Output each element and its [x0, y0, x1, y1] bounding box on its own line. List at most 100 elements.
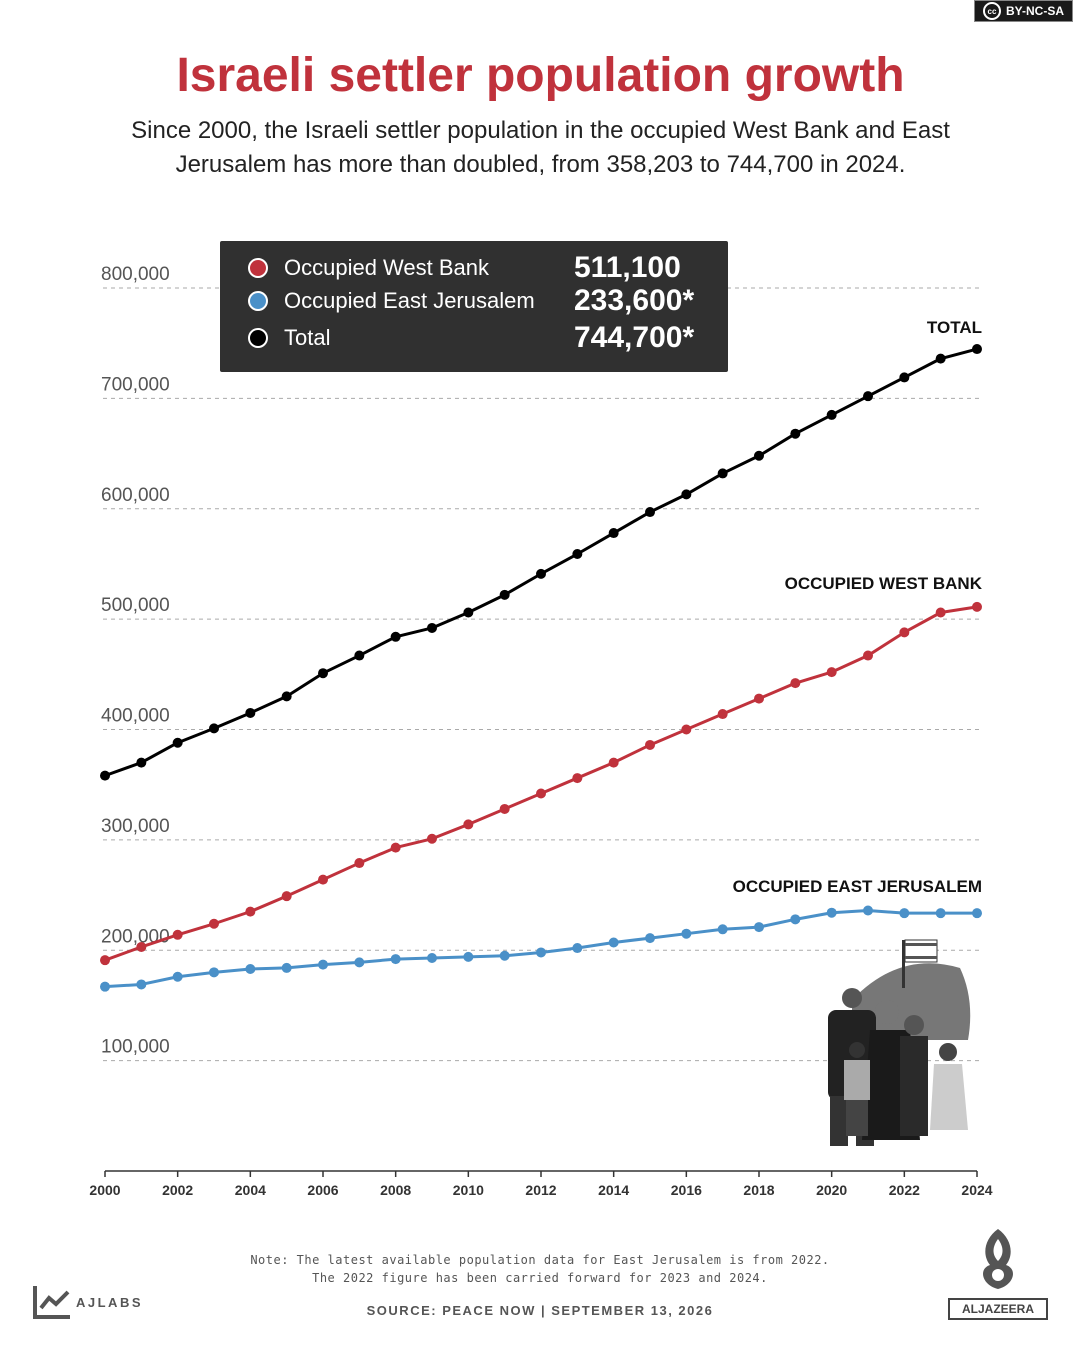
y-tick-label: 700,000	[101, 374, 170, 395]
creative-commons-icon: cc	[982, 2, 1001, 20]
legend-label-west-bank: Occupied West Bank	[284, 255, 490, 280]
data-point	[281, 891, 292, 902]
legend-item-east-jerusalem: Occupied East Jerusalem 233,600*	[248, 284, 714, 318]
data-point	[245, 707, 256, 718]
x-tick-label: 2006	[307, 1182, 338, 1198]
data-point	[681, 928, 692, 939]
x-tick-label: 2012	[525, 1182, 556, 1198]
data-point	[318, 959, 328, 970]
legend-label-east-jerusalem: Occupied East Jerusalem	[284, 288, 535, 313]
data-point	[209, 967, 219, 978]
y-tick-label: 400,000	[101, 706, 170, 727]
series-end-label: OCCUPIED EAST JERUSALEM	[733, 877, 982, 896]
data-point	[572, 943, 583, 954]
data-point	[136, 979, 147, 990]
series-end-label: TOTAL	[927, 318, 982, 337]
x-tick-label: 2024	[961, 1182, 992, 1198]
data-point	[608, 937, 619, 948]
data-point	[754, 450, 764, 461]
license-label: BY-NC-SA	[1005, 4, 1064, 18]
data-point	[318, 874, 328, 885]
data-point	[100, 981, 110, 992]
y-tick-label: 100,000	[101, 1037, 170, 1058]
footnote: Note: The latest available population da…	[180, 1251, 900, 1287]
data-point	[790, 914, 801, 925]
chart-title: Israeli settler population growth	[176, 49, 905, 102]
x-tick-label: 2018	[743, 1182, 774, 1198]
data-point	[717, 468, 728, 479]
data-point	[354, 650, 365, 661]
legend-dot-west-bank	[248, 258, 268, 278]
data-point	[136, 941, 147, 952]
data-point	[463, 951, 474, 962]
settlers-illustration	[828, 939, 971, 1146]
legend-value-total: 744,700*	[574, 321, 695, 354]
data-point	[826, 409, 837, 420]
data-point	[608, 528, 619, 539]
legend-item-west-bank: Occupied West Bank 511,100	[248, 251, 714, 285]
data-point	[281, 691, 292, 702]
x-tick-label: 2010	[453, 1182, 484, 1198]
aljazeera-emblem-icon	[983, 1229, 1013, 1289]
data-point	[354, 858, 365, 869]
data-point	[281, 962, 292, 973]
data-point	[136, 757, 147, 768]
x-tick-label: 2008	[380, 1182, 411, 1198]
legend-value-east-jerusalem: 233,600*	[574, 284, 695, 317]
aljazeera-wordmark: ALJAZEERA	[948, 1298, 1048, 1320]
x-tick-label: 2002	[162, 1182, 193, 1198]
trend-line-icon	[33, 1286, 70, 1319]
data-point	[935, 908, 946, 919]
data-point	[717, 924, 728, 935]
legend-item-total: Total 744,700*	[248, 321, 714, 355]
data-point	[390, 954, 401, 965]
x-tick-label: 2000	[89, 1182, 120, 1198]
data-point	[645, 739, 655, 750]
data-point	[427, 833, 437, 844]
data-point	[935, 353, 946, 364]
data-point	[499, 589, 510, 600]
y-tick-label: 200,000	[101, 926, 170, 947]
data-point	[645, 933, 655, 944]
data-point	[172, 737, 183, 748]
x-tick-label: 2014	[598, 1182, 629, 1198]
data-point	[354, 957, 365, 968]
aljazeera-logo: ALJAZEERA	[948, 1225, 1048, 1320]
y-tick-label: 300,000	[101, 816, 170, 837]
chart-subtitle: Since 2000, the Israeli settler populati…	[131, 117, 950, 178]
x-tick-label: 2020	[816, 1182, 847, 1198]
data-point	[536, 947, 546, 958]
ajlabs-wordmark: AJLABS	[76, 1295, 144, 1310]
series-end-label: OCCUPIED WEST BANK	[785, 574, 983, 593]
data-point	[390, 631, 401, 642]
series-line	[104, 605, 978, 962]
data-point	[245, 906, 256, 917]
data-point	[536, 568, 546, 579]
data-point	[899, 372, 910, 383]
footnote-line-1: Note: The latest available population da…	[250, 1253, 830, 1267]
data-point	[390, 842, 401, 853]
data-point	[863, 650, 873, 661]
data-point	[899, 908, 910, 919]
x-tick-label: 2016	[671, 1182, 702, 1198]
data-point	[863, 391, 873, 402]
data-point	[172, 929, 183, 940]
y-tick-label: 500,000	[101, 595, 170, 616]
legend-box: Occupied West Bank 511,100 Occupied East…	[220, 241, 728, 372]
legend-value-west-bank: 511,100	[574, 251, 681, 284]
data-point	[172, 971, 183, 982]
x-tick-label: 2004	[235, 1182, 266, 1198]
data-point	[209, 918, 219, 929]
data-point	[754, 922, 764, 933]
data-point	[826, 907, 837, 918]
legend-dot-total	[248, 328, 268, 348]
data-point	[499, 803, 510, 814]
license-badge: cc BY-NC-SA	[973, 0, 1073, 22]
data-point	[499, 950, 510, 961]
data-point	[209, 723, 219, 734]
y-tick-label: 800,000	[101, 264, 170, 285]
data-point	[463, 607, 474, 618]
data-point	[899, 627, 910, 638]
data-point	[681, 489, 692, 500]
